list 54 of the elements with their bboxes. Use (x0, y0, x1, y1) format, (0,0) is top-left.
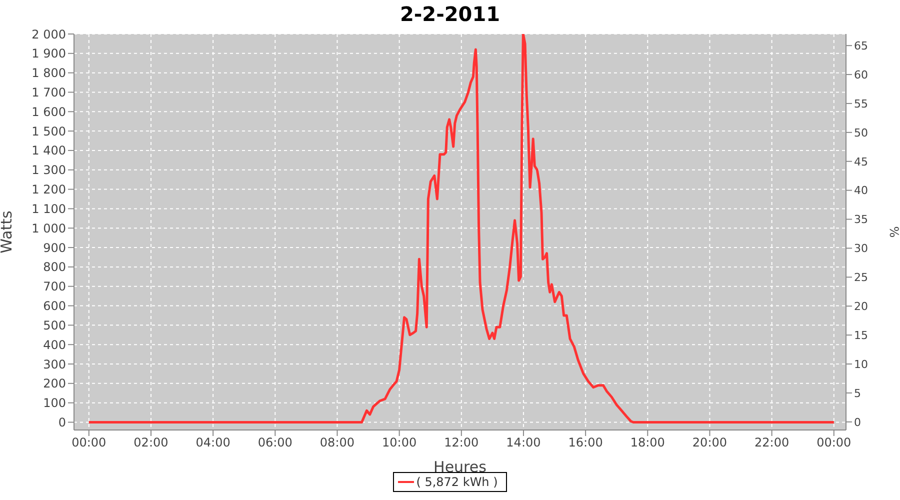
x-tick-label: 00:00 (72, 436, 106, 450)
y-tick-label: 200 (43, 376, 66, 391)
y2-tick-label: 15 (854, 328, 868, 342)
y-tick-label: 100 (43, 396, 66, 410)
y2-tick-label: 0 (854, 416, 861, 429)
y-tick-label: 1 300 (32, 163, 66, 178)
x-tick-label: 08:00 (320, 436, 355, 450)
y-tick-label: 1 200 (32, 182, 66, 197)
y-tick-label: 1 600 (32, 104, 66, 119)
legend-label: ( 5,872 kWh ) (416, 475, 498, 489)
y-axis-title: Watts (0, 210, 16, 254)
y2-tick-label: 50 (854, 126, 868, 140)
x-tick-label: 16:00 (568, 436, 603, 450)
y2-tick-label: 65 (854, 39, 868, 52)
y2-tick-label: 45 (854, 155, 868, 168)
y-tick-label: 1 900 (32, 46, 66, 61)
y2-axis-title: % (886, 226, 900, 238)
y-tick-label: 500 (43, 318, 66, 332)
x-tick-label: 04:00 (196, 436, 230, 450)
chart-title: 2-2-2011 (398, 2, 502, 26)
x-tick-label: 22:00 (754, 436, 790, 450)
x-tick-label: 10:00 (382, 436, 417, 450)
y-tick-label: 1 500 (32, 124, 66, 138)
x-axis-title: Heures (434, 458, 487, 476)
y2-tick-label: 40 (854, 184, 868, 198)
y-tick-label: 1 100 (32, 202, 66, 216)
line-series (88, 34, 836, 424)
y-tick-label: 1 400 (32, 144, 66, 158)
y-tick-label: 1 700 (32, 85, 66, 100)
y-tick-label: 300 (43, 357, 66, 372)
y2-tick-label: 10 (854, 358, 868, 371)
y-tick-label: 800 (43, 260, 66, 274)
x-tick-label: 02:00 (134, 436, 168, 450)
y-tick-label: 600 (43, 299, 66, 314)
y2-tick-label: 30 (854, 242, 868, 256)
x-tick-label: 20:00 (692, 436, 728, 450)
y2-tick-label: 35 (854, 213, 868, 226)
y2-tick-label: 60 (854, 68, 868, 82)
x-tick-label: 00:00 (816, 436, 852, 450)
x-tick-label: 06:00 (258, 436, 292, 450)
x-tick-label: 12:00 (444, 436, 479, 450)
x-tick-label: 14:00 (506, 436, 541, 450)
y2-tick-label: 20 (854, 300, 868, 314)
y-tick-label: 900 (43, 240, 66, 255)
x-tick-label: 18:00 (630, 436, 665, 450)
y2-tick-label: 5 (854, 386, 861, 400)
y-tick-label: 2 000 (32, 27, 66, 42)
y2-tick-label: 25 (854, 271, 868, 284)
y-tick-label: 1 000 (32, 221, 66, 236)
y-tick-label: 700 (43, 280, 66, 294)
y-tick-label: 1 800 (32, 66, 66, 80)
y-tick-label: 0 (58, 415, 66, 430)
y2-tick-label: 55 (854, 97, 868, 110)
y-tick-label: 400 (43, 338, 66, 352)
